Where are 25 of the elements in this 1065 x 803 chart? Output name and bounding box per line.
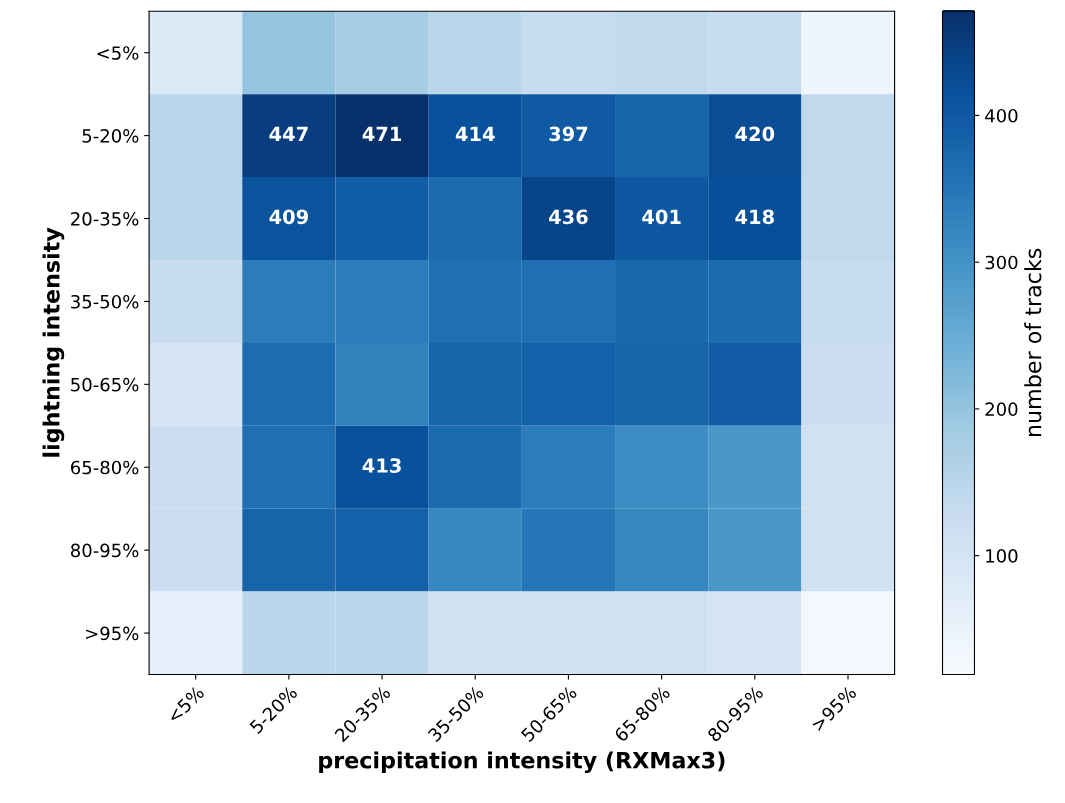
y-axis-title: lightning intensity	[42, 227, 65, 457]
data-label: 409	[269, 209, 308, 225]
data-label: 418	[735, 209, 774, 225]
data-label: 471	[362, 126, 402, 141]
y-tick-label: <5%	[97, 46, 139, 60]
data-label: 413	[362, 458, 401, 473]
y-tick-label: 35-50%	[71, 294, 139, 309]
data-label: 401	[642, 209, 681, 225]
y-tick-label: 80-95%	[70, 543, 139, 558]
y-tick-label: 65-80%	[71, 460, 139, 475]
color-bar-label: 200	[985, 402, 1018, 417]
y-tick-label: 20-35%	[71, 211, 139, 226]
color-bar-label: 300	[985, 255, 1018, 270]
data-label: 414	[455, 126, 495, 141]
x-axis-title: precipitation intensity (RXMax3)	[319, 751, 725, 774]
color-bar-title: number of tracks	[1024, 248, 1042, 437]
y-tick-label: 50-65%	[71, 377, 139, 392]
color-bar-label: 400	[985, 108, 1018, 123]
data-label: 447	[269, 126, 308, 141]
y-tick-label: >95%	[86, 626, 139, 641]
data-label: 397	[549, 126, 588, 142]
data-label: 420	[735, 126, 775, 142]
y-tick-label: 5-20%	[82, 129, 139, 143]
color-bar-label: 100	[986, 549, 1018, 563]
data-label: 436	[549, 209, 588, 225]
